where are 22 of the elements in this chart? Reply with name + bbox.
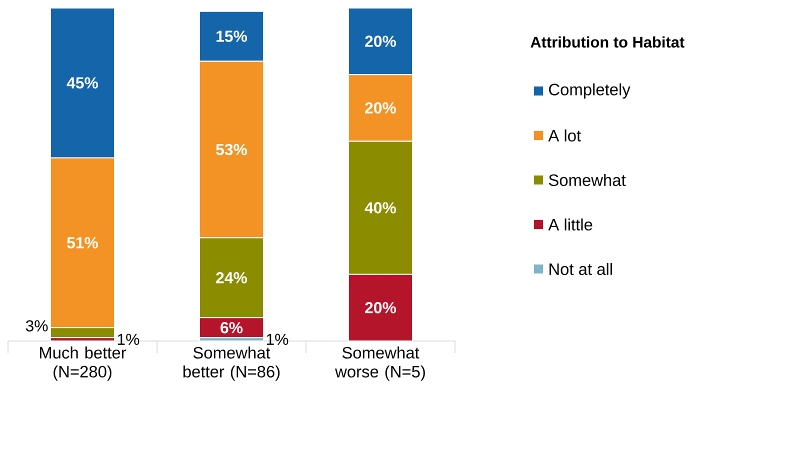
data-label: 20%	[365, 302, 396, 314]
legend-label: Somewhat	[548, 174, 626, 186]
data-label: 15%	[216, 30, 248, 42]
data-label: 40%	[364, 202, 396, 214]
data-label: 1%	[266, 334, 288, 345]
data-label: 6%	[220, 322, 243, 334]
legend-label: A little	[548, 218, 592, 231]
legend-title: Attribution to Habitat	[530, 36, 684, 48]
data-label: 3%	[26, 320, 48, 332]
x-tick-label: Somewhat better (N=86)	[183, 346, 280, 381]
data-label: 1%	[118, 334, 140, 345]
legend-label: Completely	[549, 83, 630, 99]
data-label: 45%	[66, 77, 98, 89]
data-label: 20%	[365, 36, 396, 47]
legend-label: Not at all	[550, 262, 612, 276]
data-label: 24%	[216, 272, 248, 284]
data-label: 53%	[216, 144, 248, 156]
data-label: 20%	[365, 102, 396, 114]
x-tick-label: Somewhat worse (N=5)	[335, 346, 425, 381]
x-tick-label: Much better (N=280)	[40, 346, 126, 381]
legend-label: A lot	[548, 129, 581, 142]
data-label: 51%	[67, 237, 98, 248]
